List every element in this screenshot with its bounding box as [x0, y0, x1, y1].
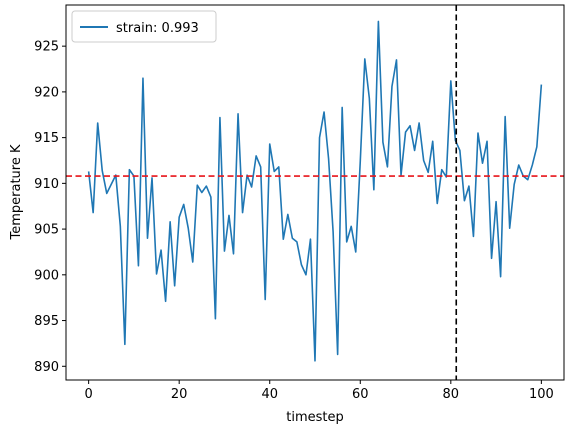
- x-tick-label: 0: [84, 387, 92, 402]
- axes-frame: [65, 4, 565, 381]
- x-axis-ticks: 0 20 40 60 80 100: [84, 380, 554, 402]
- legend: strain: 0.993: [71, 10, 217, 43]
- y-tick-label: 905: [34, 223, 59, 238]
- x-axis-label: timestep: [286, 410, 344, 425]
- y-tick-label: 910: [34, 177, 59, 192]
- y-tick-label: 900: [34, 268, 59, 283]
- y-tick-label: 925: [34, 40, 59, 55]
- legend-label: strain: 0.993: [116, 21, 199, 36]
- x-tick-label: 80: [443, 387, 460, 402]
- reference-lines: [66, 5, 564, 380]
- series-line-0: [87, 20, 543, 362]
- x-tick-label: 40: [261, 387, 278, 402]
- legend-box: [71, 10, 217, 43]
- y-tick-label: 895: [34, 314, 59, 329]
- plot-area: [87, 20, 543, 362]
- y-axis-label: Temperature K: [9, 144, 24, 240]
- y-tick-label: 915: [34, 131, 59, 146]
- y-axis-ticks: 890 895 900 905 910 915 920 925: [34, 40, 66, 375]
- x-tick-label: 60: [352, 387, 369, 402]
- y-tick-label: 890: [34, 360, 59, 375]
- x-tick-label: 20: [171, 387, 188, 402]
- x-tick-label: 100: [529, 387, 554, 402]
- y-tick-label: 920: [34, 85, 59, 100]
